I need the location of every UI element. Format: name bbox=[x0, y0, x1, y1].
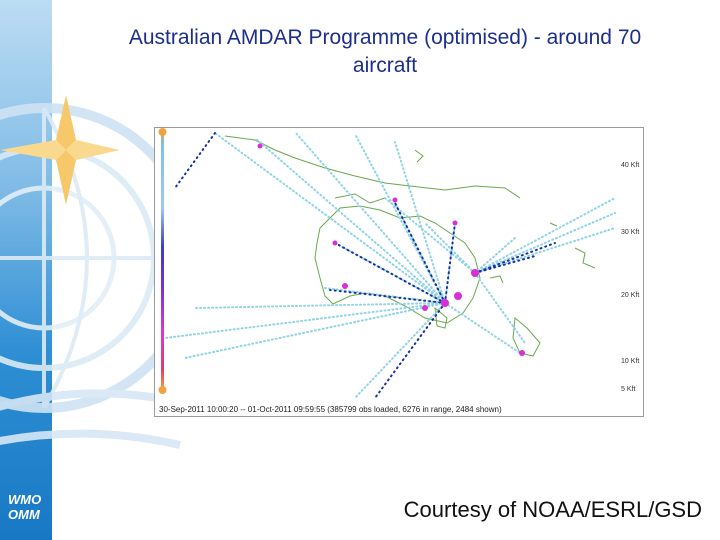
scale-label-40kft: 40 Kft bbox=[621, 162, 640, 169]
scale-label-30kft: 30 Kft bbox=[621, 229, 640, 236]
courtesy-credit: Courtesy of NOAA/ESRL/GSD bbox=[403, 497, 702, 522]
map-canvas bbox=[164, 131, 616, 399]
altitude-scale-bar bbox=[158, 128, 167, 394]
scale-label-20kft: 20 Kft bbox=[621, 292, 640, 299]
flight-tracks bbox=[164, 131, 616, 399]
amdar-map: 40 Kft 30 Kft 20 Kft 10 Kft 5 Kft 30-Sep… bbox=[154, 127, 644, 417]
compass-star-icon bbox=[0, 95, 120, 205]
scale-label-5kft: 5 Kft bbox=[621, 386, 636, 393]
slide-title: Australian AMDAR Programme (optimised) -… bbox=[75, 24, 695, 80]
title-line-1: Australian AMDAR Programme (optimised) -… bbox=[128, 26, 642, 49]
wmo-logo-text: WMO OMM bbox=[8, 492, 41, 522]
airport-clusters bbox=[257, 143, 525, 356]
title-line-2: aircraft bbox=[352, 54, 418, 77]
logo-line-wmo: WMO bbox=[8, 492, 42, 507]
logo-line-omm: OMM bbox=[8, 507, 40, 522]
map-caption: 30-Sep-2011 10:00:20 -- 01-Oct-2011 09:5… bbox=[159, 405, 502, 414]
scale-label-10kft: 10 Kft bbox=[621, 358, 640, 365]
